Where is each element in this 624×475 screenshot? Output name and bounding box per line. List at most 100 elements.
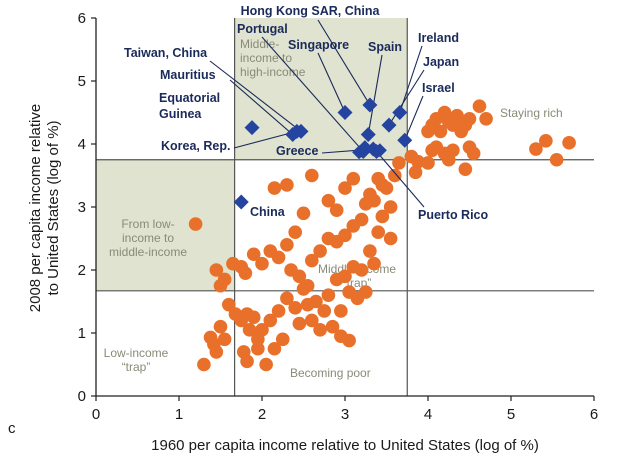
economy-point [222, 297, 236, 312]
economy-point [288, 301, 303, 315]
x-tick-label: 6 [590, 406, 598, 423]
label-puerto-rico: Puerto Rico [418, 208, 489, 222]
highlighted-point-hong-kong-sar-china [362, 97, 378, 113]
economy-point [251, 332, 265, 347]
economy-point [305, 168, 319, 183]
region-label-line: income to [122, 231, 174, 245]
region-label-low-to-middle: From low-income to middle-income [109, 217, 187, 259]
economy-point [246, 247, 261, 262]
leader-spain [367, 54, 383, 135]
region-label-line: middle-income [109, 245, 187, 259]
y-tick-label: 3 [78, 199, 86, 216]
economy-point [329, 203, 344, 217]
x-tick-label: 4 [424, 406, 432, 423]
economy-point [354, 212, 369, 227]
economy-point [388, 168, 402, 183]
y-tick-label: 5 [78, 73, 86, 90]
economy-point [309, 294, 323, 309]
highlighted-point-israel [397, 132, 413, 148]
x-tick-label: 1 [175, 406, 183, 423]
economy-point [371, 171, 386, 186]
highlighted-point-equatorial-guinea [244, 120, 260, 136]
highlighted-point-spain [360, 127, 376, 143]
economy-point [305, 253, 319, 268]
economy-point [367, 256, 381, 271]
region-label-low-trap: Low-income “trap” [104, 346, 169, 374]
label-greece: Greece [276, 144, 318, 158]
region-label-line: income to [240, 51, 292, 65]
x-tick-label: 3 [341, 406, 349, 423]
other-economies [188, 99, 576, 372]
highlighted-point-japan [381, 117, 397, 133]
y-tick-label: 6 [78, 10, 86, 27]
y-tick-label: 4 [78, 136, 86, 153]
economy-point [562, 135, 576, 150]
economy-point [263, 244, 278, 258]
y-tick-label: 2 [78, 262, 86, 279]
x-axis-title: 1960 per capita income relative to Unite… [151, 437, 539, 454]
region-label-line: “trap” [122, 360, 151, 374]
economy-point [263, 313, 278, 328]
economy-point [292, 269, 307, 284]
economy-point [354, 263, 369, 277]
label-equatorial-guinea: Equatorial Guinea [159, 91, 220, 121]
panel-letter: c [8, 420, 16, 437]
label-mauritius: Mauritius [160, 68, 216, 82]
region-label-line: Becoming poor [290, 366, 371, 380]
label-line: Equatorial [159, 91, 220, 105]
leader-singapore [317, 52, 346, 113]
economy-point [246, 310, 261, 325]
economy-point [240, 354, 254, 369]
economy-point [305, 313, 319, 328]
economy-point [462, 112, 477, 126]
leader-hong-kong-sar-china [317, 19, 371, 106]
economy-point [226, 256, 240, 271]
economy-point [383, 231, 398, 246]
economy-point [549, 152, 564, 167]
y-tick-label: 1 [78, 325, 86, 342]
economy-point [411, 154, 425, 169]
x-tick-label: 2 [258, 406, 266, 423]
economy-point [363, 244, 377, 258]
shade-middle-to-high [234, 18, 408, 160]
x-tick-label: 5 [507, 406, 515, 423]
label-ireland: Ireland [418, 31, 459, 45]
economy-point [433, 124, 448, 139]
label-portugal: Portugal [237, 22, 288, 36]
economy-point [209, 263, 224, 277]
economy-point [292, 316, 307, 331]
highlighted-point-korea-rep [289, 123, 305, 139]
label-spain: Spain [368, 40, 402, 54]
label-israel: Israel [422, 81, 455, 95]
economy-point [321, 288, 336, 303]
economy-point [346, 171, 361, 186]
economy-labels: Hong Kong SAR, China Ireland Japan Israel Sp… [124, 4, 489, 222]
economy-point [251, 341, 265, 356]
region-label-line: Staying rich [500, 106, 563, 120]
economy-point [338, 269, 352, 284]
economy-point [325, 319, 340, 334]
economy-point [334, 304, 348, 318]
region-label-staying-rich: Staying rich [500, 106, 563, 120]
leader-portugal [261, 36, 364, 152]
economy-point [217, 332, 232, 347]
label-japan: Japan [423, 55, 459, 69]
economy-point [296, 206, 311, 221]
label-singapore: Singapore [288, 38, 349, 52]
economy-point [313, 244, 327, 258]
economy-point [259, 357, 273, 372]
economy-point [280, 291, 294, 306]
y-axis-title: 2008 per capita income relativeto United… [27, 104, 62, 312]
highlighted-point-puerto-rico [369, 144, 385, 160]
economy-point [539, 134, 553, 148]
economy-point [280, 178, 294, 192]
economy-point [421, 156, 435, 170]
economy-point [213, 319, 228, 334]
economy-point [371, 225, 386, 239]
economy-point [421, 124, 435, 139]
region-label-line: high-income [240, 65, 306, 79]
label-hong-kong-sar-china: Hong Kong SAR, China [241, 4, 381, 18]
economy-point [342, 333, 356, 348]
economy-point [408, 165, 423, 180]
